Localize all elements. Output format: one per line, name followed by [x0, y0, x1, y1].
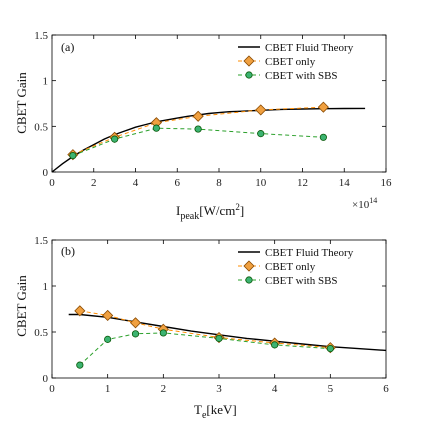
x-tick-label: 2 — [161, 383, 167, 395]
x-tick-label: 14 — [339, 177, 351, 189]
series-line — [79, 310, 331, 349]
data-point-circle — [215, 334, 223, 343]
x-tick-label: 0 — [49, 383, 55, 395]
x-axis-multiplier-exp: 14 — [369, 196, 377, 205]
data-point-circle — [131, 330, 140, 338]
data-point-circle — [271, 341, 279, 349]
chart-panel-a: CBET Gain (a) Ipeak[W/cm2] ×1014 0 2 4 6 8 10… — [14, 30, 392, 222]
data-point-circle — [257, 130, 265, 138]
x-axis-label-unit-end: ] — [240, 203, 244, 218]
svg-text:Ipeak[W/cm2]: Ipeak[W/cm2] — [176, 202, 244, 222]
plot-frame — [51, 34, 387, 173]
data-point-circle — [152, 124, 160, 132]
panel-label: (b) — [61, 244, 75, 258]
x-tick-label: 3 — [216, 383, 222, 395]
series-line — [72, 127, 324, 157]
x-tick-label: 16 — [381, 177, 393, 189]
y-tick-label: 1.5 — [34, 30, 48, 42]
legend-label: CBET with SBS — [265, 275, 338, 287]
legend-label: CBET Fluid Theory — [265, 247, 354, 259]
x-axis-label-unit: [keV] — [206, 402, 236, 417]
x-tick-label: 0 — [49, 177, 55, 189]
x-tick-label: 2 — [91, 177, 97, 189]
data-point-diamond — [102, 309, 114, 322]
x-tick-label: 1 — [105, 383, 111, 395]
data-point-circle — [319, 133, 327, 141]
x-axis-label-main: I — [176, 203, 180, 218]
y-tick-label: 0 — [43, 167, 49, 179]
legend-marker-circle — [245, 71, 253, 79]
x-tick-label: 6 — [175, 177, 181, 189]
data-point-circle — [69, 151, 77, 160]
x-tick-label: 10 — [255, 177, 267, 189]
y-axis-label: CBET Gain — [14, 72, 29, 134]
data-point-circle — [76, 361, 84, 369]
svg-text:Te[keV]: Te[keV] — [194, 402, 237, 421]
x-axis-label-sub: peak — [180, 211, 199, 222]
x-axis-label: Ipeak[W/cm2] — [176, 202, 244, 222]
y-tick-label: 0.5 — [34, 121, 48, 133]
x-axis-label-unit: [W/cm — [199, 203, 235, 218]
y-tick-label: 0 — [43, 373, 49, 385]
data-point-circle — [159, 329, 167, 337]
data-point-circle — [326, 344, 334, 353]
y-tick-label: 1.5 — [34, 235, 48, 247]
legend-marker-diamond — [243, 55, 255, 67]
data-point-diamond — [192, 110, 204, 122]
y-tick-label: 1 — [43, 281, 49, 293]
x-tick-label: 6 — [383, 383, 389, 395]
x-tick-label: 4 — [133, 177, 139, 189]
y-tick-label: 1 — [43, 76, 49, 88]
legend-marker-circle — [245, 276, 253, 284]
legend: CBET Fluid Theory CBET only CBET with SBS — [238, 247, 354, 287]
x-axis-label: Te[keV] — [194, 402, 237, 421]
data-point-diamond — [129, 317, 142, 329]
data-point-diamond — [255, 104, 267, 116]
x-tick-label: 5 — [328, 383, 334, 395]
y-axis-label: CBET Gain — [14, 275, 29, 337]
series-line — [79, 332, 331, 366]
legend-label: CBET only — [265, 261, 316, 273]
chart-panel-b: CBET Gain (b) Te[keV] 0 1 2 3 4 5 6 0 0.5 1 1.5 CBE… — [14, 235, 389, 421]
panel-label: (a) — [61, 40, 74, 54]
svg-text:×1014: ×1014 — [352, 196, 377, 211]
data-point-circle — [111, 135, 119, 143]
series-line — [51, 107, 366, 173]
x-tick-label: 8 — [216, 177, 222, 189]
data-point-circle — [194, 125, 202, 133]
data-point-diamond — [317, 101, 329, 113]
x-axis-multiplier-base: ×10 — [352, 199, 370, 211]
x-axis-multiplier: ×1014 — [352, 196, 377, 211]
legend: CBET Fluid Theory CBET only CBET with SBS — [238, 42, 354, 82]
x-axis-label-main: T — [194, 402, 202, 417]
legend-marker-diamond — [243, 260, 255, 272]
x-tick-label: 12 — [297, 177, 308, 189]
y-tick-label: 0.5 — [34, 327, 48, 339]
legend-label: CBET only — [265, 56, 316, 68]
series-line — [68, 313, 387, 352]
legend-label: CBET with SBS — [265, 70, 338, 82]
data-point-diamond — [74, 305, 86, 317]
x-tick-label: 4 — [272, 383, 278, 395]
data-point-circle — [104, 335, 112, 343]
plot-frame — [51, 239, 387, 379]
legend-label: CBET Fluid Theory — [265, 42, 354, 54]
x-axis-label-unit-sup: 2 — [235, 202, 240, 212]
x-axis-label-sub: e — [202, 410, 207, 421]
series-line — [72, 106, 324, 156]
